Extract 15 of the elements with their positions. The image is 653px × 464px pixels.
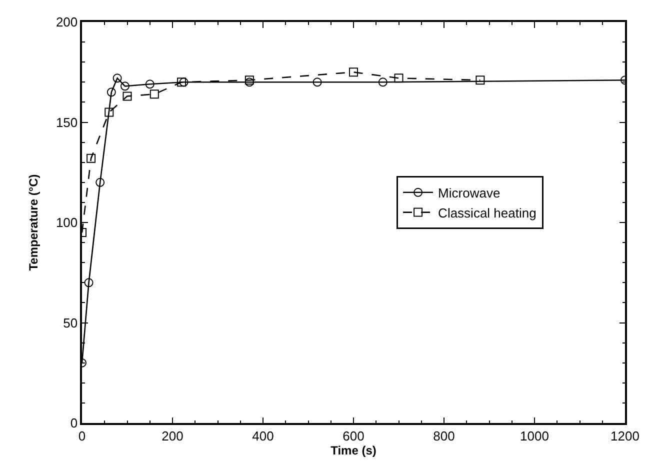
x-axis-title: Time (s) — [330, 443, 376, 458]
legend-label: Microwave — [438, 185, 500, 200]
y-axis-title: Temperature (°C) — [26, 174, 41, 271]
x-tick-label: 400 — [252, 428, 274, 444]
y-tick-label: 0 — [70, 416, 78, 431]
x-tick-label: 200 — [162, 428, 184, 444]
y-tick-label: 50 — [63, 315, 78, 330]
legend-label: Classical heating — [438, 205, 536, 220]
x-tick-label: 1200 — [610, 428, 640, 444]
y-tick-label: 150 — [56, 114, 78, 130]
x-tick-label: 800 — [433, 428, 455, 444]
x-tick-label: 600 — [342, 428, 364, 444]
x-tick-label: 1000 — [520, 428, 549, 444]
y-tick-label: 200 — [56, 14, 78, 30]
y-tick-label: 100 — [56, 215, 78, 230]
